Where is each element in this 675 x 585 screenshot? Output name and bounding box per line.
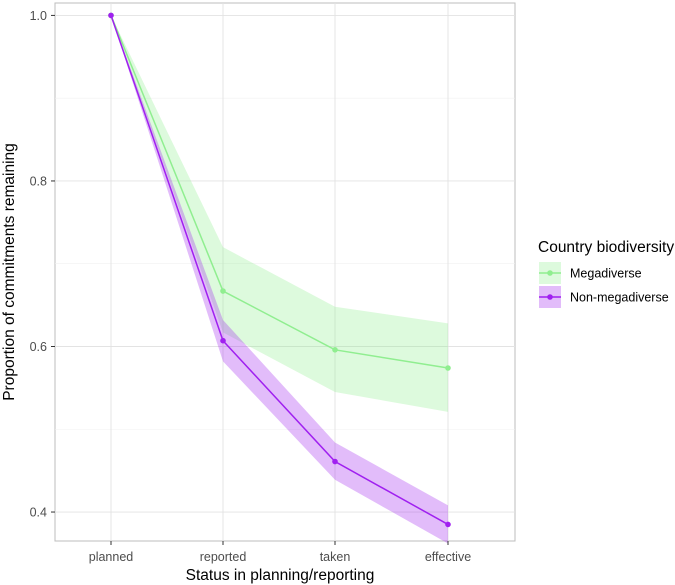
x-tick-label: reported [200, 550, 247, 564]
series-lines [110, 15, 449, 526]
y-tick-label: 1.0 [30, 9, 47, 23]
y-tick-label: 0.8 [30, 174, 47, 188]
y-axis: 0.4 0.6 0.8 1.0 [30, 9, 55, 520]
x-axis-title: Status in planning/reporting [186, 567, 375, 584]
legend-title: Country biodiversity [538, 239, 674, 256]
y-tick-label: 0.4 [30, 506, 47, 520]
grid [55, 3, 515, 541]
point-non-megadiverse [332, 458, 338, 465]
point-megadiverse [445, 365, 451, 371]
point-non-megadiverse [445, 521, 451, 528]
x-tick-label: effective [425, 550, 471, 564]
legend-label: Non-megadiverse [570, 291, 669, 305]
plot-panel [54, 2, 516, 542]
legend-items: Megadiverse Non-megadiverse [539, 262, 669, 308]
x-tick-label: planned [89, 550, 134, 564]
legend-label: Megadiverse [570, 267, 642, 281]
legend-key-point [547, 270, 553, 276]
y-tick-label: 0.6 [30, 340, 47, 354]
x-tick-label: taken [320, 550, 351, 564]
confidence-ribbons [111, 15, 448, 544]
x-axis: planned reported taken effective [89, 541, 471, 564]
legend: Country biodiversity Megadiverse Non-mega… [538, 239, 674, 308]
series-points [108, 12, 451, 528]
legend-key-point [547, 294, 553, 300]
legend-item: Megadiverse [539, 262, 642, 284]
y-axis-title: Proportion of commitments remaining [1, 143, 18, 401]
legend-item: Non-megadiverse [539, 286, 669, 308]
point-megadiverse [220, 288, 226, 294]
ribbon-megadiverse [111, 15, 448, 412]
point-non-megadiverse [220, 337, 226, 344]
line-megadiverse [110, 15, 449, 369]
point-megadiverse [332, 347, 338, 353]
line-non-megadiverse [110, 15, 449, 526]
ribbon-non-megadiverse [111, 15, 448, 544]
point-non-megadiverse [108, 12, 114, 19]
